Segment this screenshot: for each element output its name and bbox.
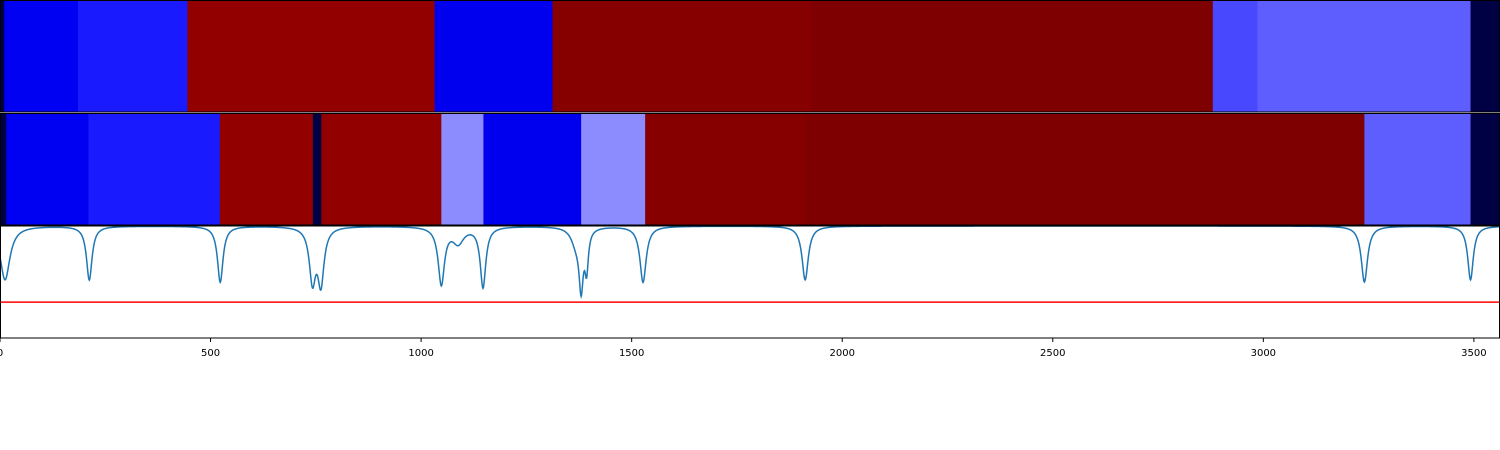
heatmap-bottom-segment [6,114,90,225]
x-tick-label: 3000 [1251,348,1276,359]
x-tick-label: 1500 [619,348,644,359]
heatmap-top-segment [4,1,79,112]
heatmap-top-segment [1212,1,1259,112]
line-plot: 0 500 1000 1500 2000 2500 3000 3500 [0,225,1500,359]
heatmap-bottom-segment [1470,114,1500,225]
heatmap-bottom-segment [312,114,322,225]
heatmap-bottom-segment [88,114,221,225]
heatmap-top-segment [552,1,812,112]
heatmap-top-segment [77,1,188,112]
x-tick-label: 500 [201,348,220,359]
line-series-group [0,226,1500,303]
heatmap-bottom-segment [441,114,485,225]
heatmap-top-segment [810,1,1214,112]
x-axis: 0 500 1000 1500 2000 2500 3000 3500 [0,338,1487,359]
heatmap-top-segment [1257,1,1472,112]
x-tick-label: 0 [0,348,3,359]
heatmap-bottom [0,114,1500,225]
heatmap-bottom-segment [483,114,582,225]
x-tick-label: 2500 [1040,348,1065,359]
signal-line [0,226,1500,300]
heatmap-bottom-segment [219,114,314,225]
heatmap-top [0,1,1500,112]
x-tick-label: 3500 [1461,348,1486,359]
heatmap-top-segment [1470,1,1500,112]
heatmap-top-segment [0,1,5,112]
heatmap-bottom-segment [581,114,646,225]
x-tick-label: 1000 [408,348,433,359]
heatmap-top-segment [187,1,436,112]
heatmap-bottom-segment [0,114,7,225]
heatmap-bottom-segment [1364,114,1472,225]
heatmap-bottom-segment [321,114,442,225]
x-tick-label: 2000 [829,348,854,359]
heatmap-top-segment [434,1,554,112]
heatmap-bottom-segment [805,114,1366,225]
heatmap-bottom-segment [645,114,806,225]
